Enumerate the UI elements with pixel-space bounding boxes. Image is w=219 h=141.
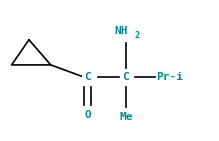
Text: C: C — [122, 72, 129, 82]
Text: NH: NH — [115, 26, 128, 36]
Text: Pr-i: Pr-i — [156, 72, 183, 82]
Text: C: C — [84, 72, 91, 82]
Text: 2: 2 — [134, 31, 139, 40]
Text: O: O — [84, 110, 91, 120]
Text: Me: Me — [119, 112, 132, 122]
